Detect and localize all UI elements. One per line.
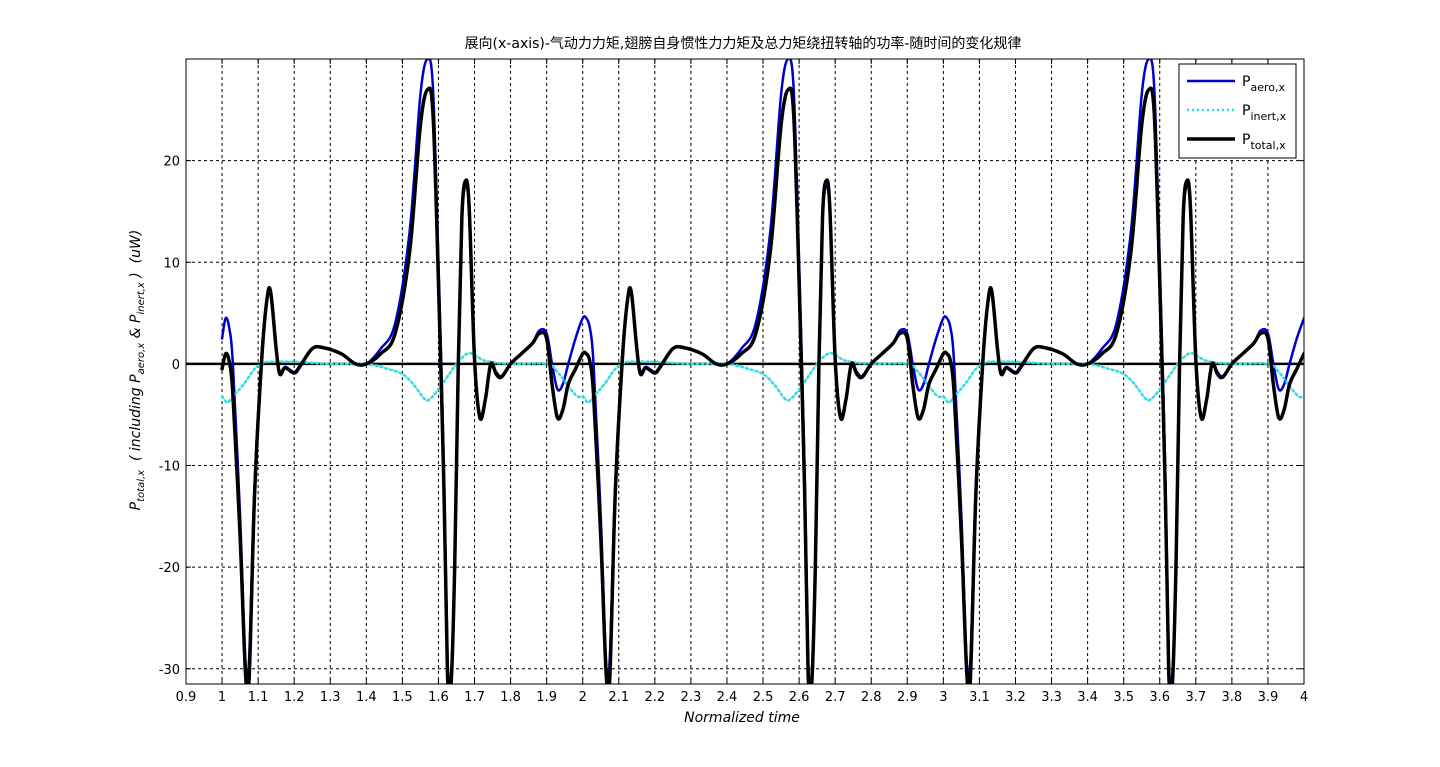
x-tick-label: 3.5 [1113, 690, 1134, 705]
x-tick-label: 3.8 [1222, 690, 1243, 705]
y-label-p3: & P [128, 314, 144, 343]
x-tick-label: 2.2 [644, 690, 665, 705]
y-tick-label: 10 [163, 256, 180, 271]
x-axis-label: Normalized time [684, 710, 800, 726]
x-tick-label: 2.7 [825, 690, 846, 705]
x-tick-label: 1.1 [248, 690, 269, 705]
legend: Paero,x Pinert,x Ptotal,x [1178, 63, 1297, 159]
y-tick-label: 20 [163, 155, 180, 170]
x-tick-label: 2.4 [717, 690, 738, 705]
chart-title: 展向(x-axis)-气动力力矩,翅膀自身惯性力力矩及总力矩绕扭转轴的功率-随时… [465, 35, 1022, 52]
x-tick-label: 2.5 [753, 690, 774, 705]
legend-entry: Pinert,x [1242, 103, 1287, 123]
x-tick-label: 2.3 [681, 690, 702, 705]
x-tick-label: 1.5 [392, 690, 413, 705]
x-tick-label: 1.4 [356, 690, 377, 705]
series-line-total-x [220, 86, 1304, 684]
y-label-s1: total,x [136, 470, 147, 502]
y-label-p4: ) (uW) [128, 230, 144, 282]
x-tick-label: 1 [218, 690, 226, 705]
x-tick-label: 3.3 [1041, 690, 1062, 705]
x-tick-label: 1.7 [464, 690, 485, 705]
y-label-s2: aero,x [136, 343, 147, 375]
x-tick-label: 1.3 [320, 690, 341, 705]
x-tick-label: 1.8 [500, 690, 521, 705]
x-tick-label: 3.1 [969, 690, 990, 705]
x-tick-label: 0.9 [176, 690, 197, 705]
series-line-inert-x [220, 351, 1304, 404]
plot-series [186, 59, 1304, 684]
x-tick-label: 2 [579, 690, 587, 705]
x-tick-label: 1.9 [536, 690, 557, 705]
y-label-p1: P [128, 501, 144, 510]
y-tick-label: -30 [159, 663, 180, 678]
legend-entry: Paero,x [1242, 74, 1285, 94]
x-tick-label: 4 [1300, 690, 1308, 705]
axis-ticks: 0.9 1 1.1 1.2 1.3 1.4 1.5 1.6 1.7 1.8 1.9 2 2.1 2.2 2.… [159, 59, 1308, 705]
x-tick-label: 1.6 [428, 690, 449, 705]
x-tick-label: 3.4 [1077, 690, 1098, 705]
x-tick-label: 3.6 [1149, 690, 1170, 705]
x-tick-label: 3 [939, 690, 947, 705]
x-tick-label: 2.1 [608, 690, 629, 705]
x-tick-label: 2.9 [897, 690, 918, 705]
x-tick-label: 3.9 [1258, 690, 1279, 705]
y-tick-label: 0 [172, 358, 180, 373]
x-tick-label: 3.7 [1185, 690, 1206, 705]
x-tick-label: 3.2 [1005, 690, 1026, 705]
y-label-p2: ( including P [128, 374, 144, 470]
x-tick-label: 2.8 [861, 690, 882, 705]
y-tick-label: -20 [159, 561, 180, 576]
y-label-s3: inert,x [136, 282, 147, 314]
clipped-series [186, 59, 1304, 684]
plot-frame [185, 58, 1305, 685]
legend-entry: Ptotal,x [1242, 132, 1286, 152]
x-tick-label: 1.2 [284, 690, 305, 705]
x-tick-label: 2.6 [789, 690, 810, 705]
y-axis-label: Ptotal,x ( including Paero,x & Pinert,x … [128, 230, 147, 511]
y-tick-label: -10 [159, 460, 180, 475]
